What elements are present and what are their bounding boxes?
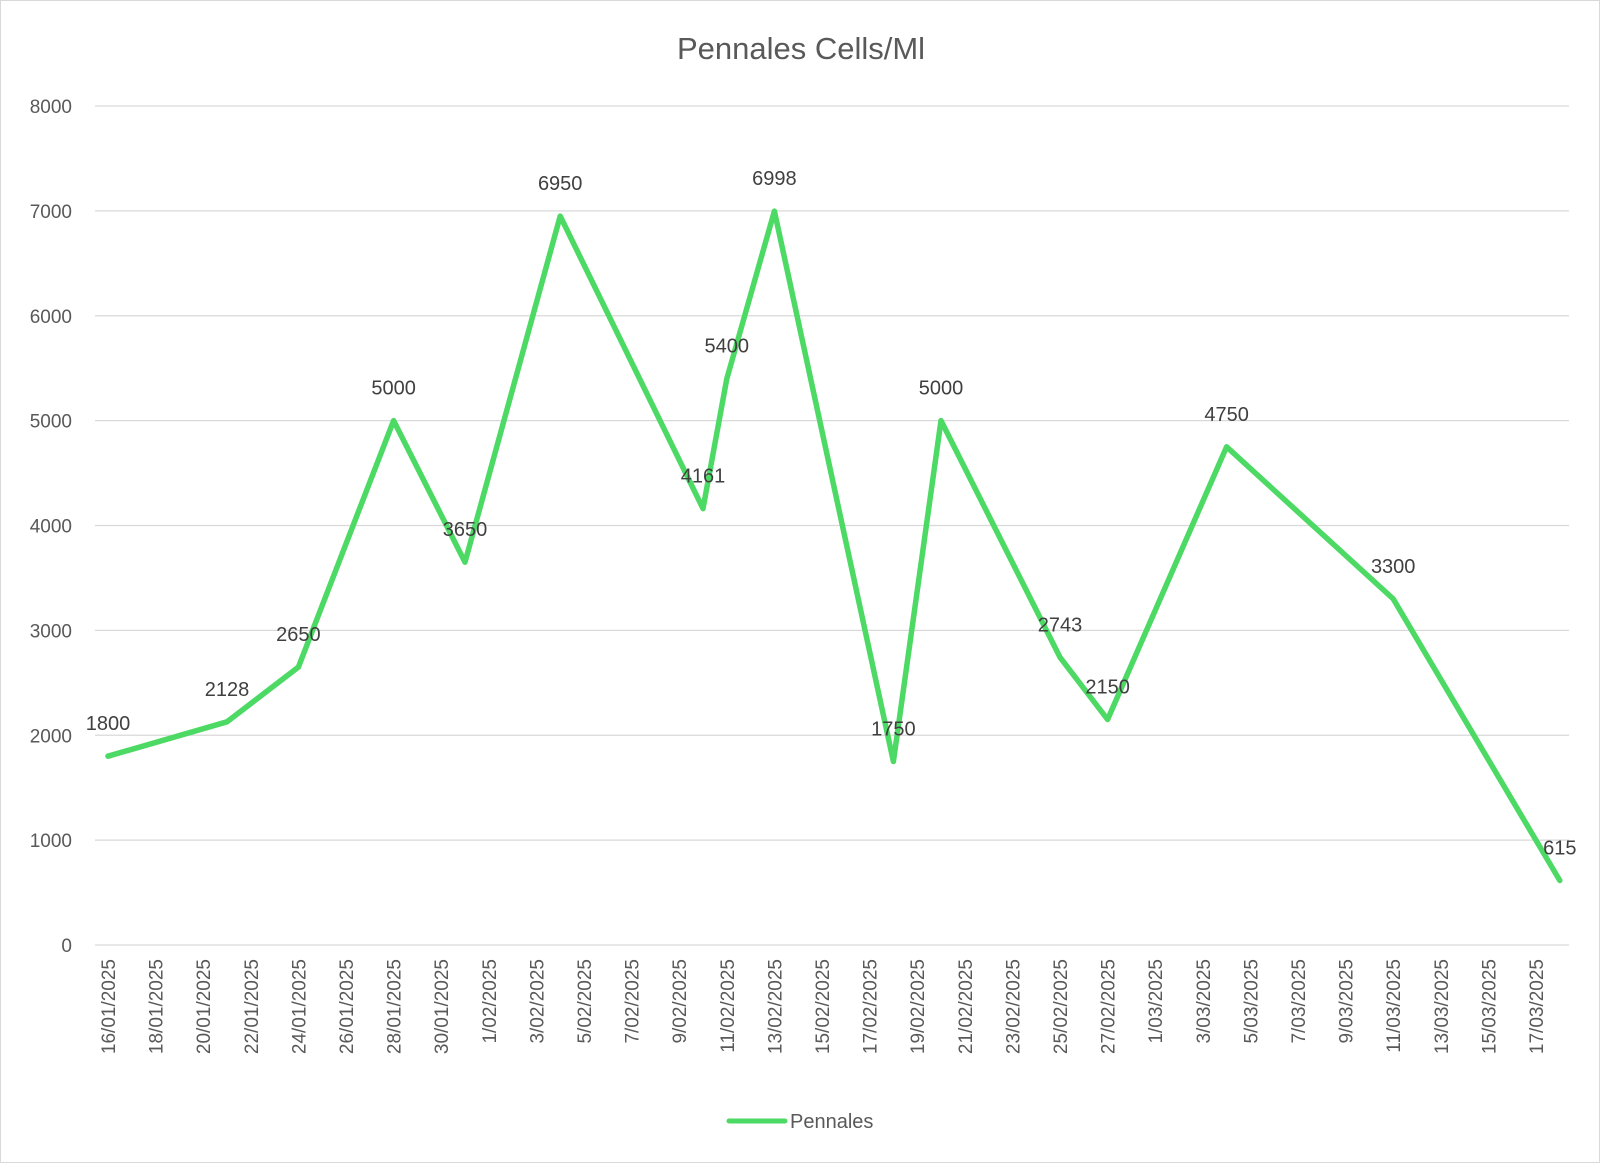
data-label: 2128 [205,679,250,701]
x-tick-label: 26/01/2025 [337,959,358,1054]
chart-title: Pennales Cells/Ml [677,31,925,66]
data-label: 2650 [276,624,321,646]
x-tick-label: 7/02/2025 [623,959,644,1044]
x-tick-label: 13/03/2025 [1432,959,1453,1054]
x-tick-label: 23/02/2025 [1003,959,1024,1054]
x-tick-label: 13/02/2025 [765,959,786,1054]
data-label: 5000 [371,378,416,400]
data-label: 615 [1543,838,1576,860]
y-tick-label: 6000 [30,307,72,328]
data-label: 5400 [705,336,750,358]
y-tick-label: 5000 [30,412,72,433]
data-label: 5000 [919,378,964,400]
data-label: 1750 [871,718,916,740]
y-tick-label: 4000 [30,517,72,538]
data-label: 6998 [752,168,797,190]
x-tick-label: 19/02/2025 [908,959,929,1054]
y-tick-label: 3000 [30,621,72,642]
x-tick-label: 9/02/2025 [670,959,691,1044]
x-tick-label: 5/03/2025 [1241,959,1262,1044]
x-tick-label: 1/03/2025 [1146,959,1167,1044]
data-label: 1800 [86,713,131,735]
x-tick-label: 30/01/2025 [432,959,453,1054]
x-axis-ticks: 16/01/2025 18/01/2025 20/01/2025 22/01/2025… [99,959,1548,1054]
x-tick-label: 3/03/2025 [1194,959,1215,1044]
x-tick-label: 28/01/2025 [385,959,406,1054]
legend: Pennales [726,1111,873,1133]
data-labels: 1800 2128 2650 5000 3650 6950 4161 5400 6998 1750… [86,168,1577,859]
series-line [105,208,1563,884]
x-tick-label: 11/03/2025 [1384,959,1405,1053]
data-label: 4750 [1204,404,1249,426]
x-tick-label: 24/01/2025 [289,959,310,1054]
x-tick-label: 22/01/2025 [242,959,263,1054]
data-label: 2150 [1085,677,1130,699]
x-tick-label: 9/03/2025 [1337,959,1358,1044]
gridlines [95,105,1569,946]
data-label: 3300 [1371,556,1416,578]
y-tick-label: 1000 [30,831,72,852]
x-tick-label: 15/02/2025 [813,959,834,1054]
x-tick-label: 5/02/2025 [575,959,596,1044]
y-tick-label: 7000 [30,202,72,223]
data-label: 3650 [443,519,488,541]
x-tick-label: 18/01/2025 [147,959,168,1054]
x-tick-label: 17/03/2025 [1527,959,1548,1054]
x-tick-label: 17/02/2025 [861,959,882,1054]
series-lines [105,208,1563,884]
x-tick-label: 20/01/2025 [194,959,215,1054]
x-tick-label: 11/02/2025 [718,959,739,1053]
data-label: 4161 [681,466,726,488]
x-tick-label: 7/03/2025 [1289,959,1310,1044]
x-tick-label: 25/02/2025 [1051,959,1072,1054]
x-tick-label: 3/02/2025 [527,959,548,1044]
x-tick-label: 21/02/2025 [956,959,977,1054]
data-label: 6950 [538,173,583,195]
legend-label: Pennales [790,1111,873,1133]
y-tick-label: 8000 [30,97,72,118]
y-tick-label: 2000 [30,726,72,747]
x-tick-label: 16/01/2025 [99,959,120,1054]
x-tick-label: 15/03/2025 [1479,959,1500,1054]
y-tick-label: 0 [61,936,72,957]
data-label: 2743 [1038,614,1083,636]
x-tick-label: 1/02/2025 [480,959,501,1044]
y-axis-ticks: 0 1000 2000 3000 4000 5000 6000 7000 8000 [30,97,72,957]
x-tick-label: 27/02/2025 [1099,959,1120,1054]
